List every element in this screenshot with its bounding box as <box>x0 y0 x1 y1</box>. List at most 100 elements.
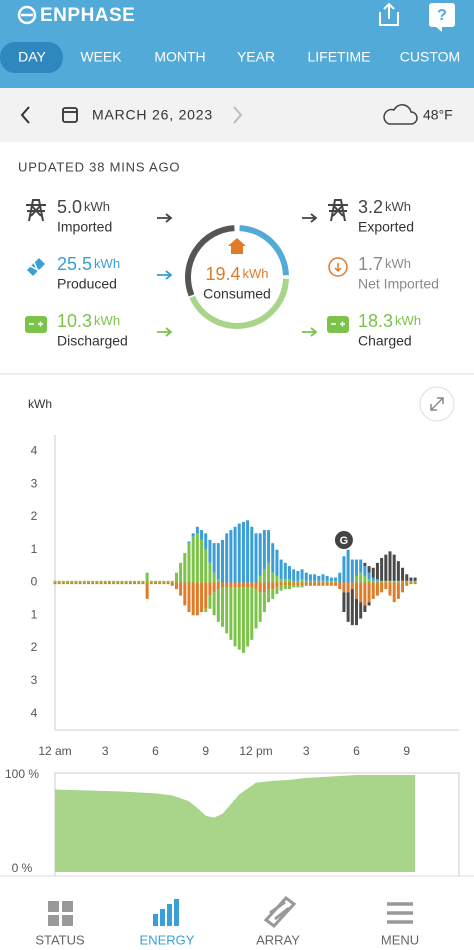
brand: ENPHASE <box>40 5 135 26</box>
unit: kWh <box>243 266 269 281</box>
tab[interactable]: WEEK <box>80 49 122 65</box>
prev-day[interactable] <box>20 106 30 124</box>
date-bar <box>0 88 474 142</box>
nav-item[interactable]: ARRAY <box>256 932 300 947</box>
value: 25.5 <box>57 254 92 274</box>
bar-segment <box>91 580 95 583</box>
bar-segment <box>371 580 375 583</box>
bar-segment <box>392 582 396 603</box>
bar-segment <box>82 580 86 583</box>
annotation: G <box>340 535 349 547</box>
summary-value: 25.5 kWh <box>57 254 120 274</box>
bar-segment <box>329 582 333 586</box>
value: 19.4 <box>205 264 240 284</box>
net-arrow <box>334 263 342 273</box>
tab[interactable]: YEAR <box>237 49 275 65</box>
help-button[interactable] <box>429 3 455 27</box>
bar-segment <box>380 557 384 581</box>
icon-part <box>153 914 158 926</box>
next-day[interactable] <box>233 106 243 124</box>
bar-segment <box>334 582 338 586</box>
bar-segment <box>78 582 82 585</box>
bar-segment <box>233 526 237 583</box>
summary-value: 1.7 kWh <box>358 254 411 274</box>
bar-segment <box>187 582 191 612</box>
share-button[interactable] <box>379 2 399 26</box>
bar-segment <box>200 582 204 612</box>
calendar-icon[interactable] <box>62 107 78 123</box>
bar-segment <box>334 577 338 581</box>
bar-segment <box>292 582 296 586</box>
bar-segment <box>384 582 388 590</box>
nav-item[interactable]: ENERGY <box>140 932 195 947</box>
tab[interactable]: CUSTOM <box>400 49 460 65</box>
bar-segment <box>413 582 417 585</box>
nav-item[interactable]: STATUS <box>35 932 85 947</box>
area <box>55 775 416 872</box>
x-tick-label: 6 <box>353 744 360 758</box>
bar-segment <box>250 587 254 640</box>
summary-label: Exported <box>358 219 414 235</box>
flow-arrow <box>157 213 173 223</box>
bar-segment <box>363 575 367 583</box>
tower-icon <box>328 199 348 222</box>
bar-segment <box>174 572 178 583</box>
bar-segment <box>401 580 405 583</box>
icon-part <box>62 901 73 912</box>
bar-segment <box>225 587 229 634</box>
bar-segment <box>288 579 291 583</box>
bar-segment <box>74 580 78 583</box>
tower-icon <box>26 199 46 222</box>
x-tick-label: 3 <box>303 744 310 758</box>
unit: kWh <box>385 256 411 271</box>
summary-label: Charged <box>358 333 412 349</box>
bar-segment <box>262 582 266 593</box>
bar-segment <box>241 582 245 588</box>
bar-segment <box>216 589 220 622</box>
bar-segment <box>283 582 287 586</box>
bar-segment <box>237 523 241 583</box>
tab[interactable]: LIFETIME <box>307 49 370 65</box>
bar-segment <box>380 582 384 593</box>
bar-segment <box>375 582 379 596</box>
bar-segment <box>380 580 384 583</box>
icon-part <box>167 904 172 926</box>
bar-segment <box>128 580 132 583</box>
bar-segment <box>296 585 300 588</box>
energy-icon <box>153 899 179 926</box>
donut-arc <box>239 225 289 276</box>
bar-segment <box>124 582 128 585</box>
bar-segment <box>350 589 354 626</box>
bar-segment <box>95 582 99 585</box>
bar-segment <box>367 582 371 603</box>
bar-segment <box>158 580 162 583</box>
bar-segment <box>87 580 90 583</box>
nav-item[interactable]: MENU <box>381 932 419 947</box>
bar-segment <box>384 580 388 583</box>
bar-segment <box>346 592 350 622</box>
bar-segment <box>246 587 250 647</box>
bar-segment <box>275 575 279 583</box>
flow-arrow <box>157 270 173 280</box>
bar-segment <box>321 582 325 586</box>
bar-segment <box>371 582 375 599</box>
tab[interactable]: MONTH <box>154 49 205 65</box>
bar-segment <box>208 539 212 563</box>
bar-segment <box>413 577 417 581</box>
annotation-marker[interactable] <box>334 531 353 549</box>
value: 3.2 <box>358 197 383 217</box>
bar-segment <box>258 533 262 576</box>
bar-segment <box>154 580 157 583</box>
bar-segment <box>275 582 279 588</box>
icon-part <box>174 899 179 926</box>
value: 5.0 <box>57 197 82 217</box>
value: 18.3 <box>358 311 393 331</box>
bar-segment <box>375 579 379 581</box>
bar-segment <box>145 582 149 599</box>
bar-segment <box>99 582 103 585</box>
bar-segment <box>154 582 157 585</box>
tab[interactable]: DAY <box>18 49 46 65</box>
value: 10.3 <box>57 311 92 331</box>
unit: kWh <box>94 256 120 271</box>
